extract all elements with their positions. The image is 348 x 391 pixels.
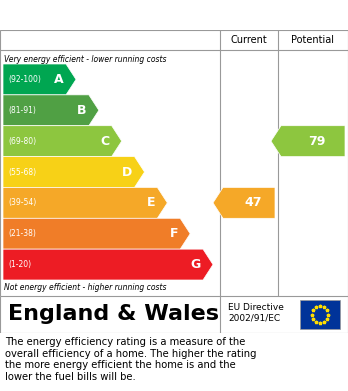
Text: B: B bbox=[77, 104, 87, 117]
Text: 47: 47 bbox=[244, 196, 262, 209]
Text: EU Directive
2002/91/EC: EU Directive 2002/91/EC bbox=[228, 303, 284, 322]
Text: Current: Current bbox=[231, 35, 267, 45]
Text: England & Wales: England & Wales bbox=[8, 305, 219, 325]
Polygon shape bbox=[3, 126, 122, 156]
Polygon shape bbox=[3, 64, 76, 95]
Text: D: D bbox=[122, 165, 133, 179]
Polygon shape bbox=[213, 187, 275, 218]
Text: (92-100): (92-100) bbox=[8, 75, 41, 84]
Text: G: G bbox=[191, 258, 201, 271]
Text: (81-91): (81-91) bbox=[8, 106, 36, 115]
Polygon shape bbox=[3, 156, 144, 187]
Text: Energy Efficiency Rating: Energy Efficiency Rating bbox=[10, 7, 220, 23]
Polygon shape bbox=[3, 249, 213, 280]
Bar bbox=[300, 300, 340, 329]
Text: The energy efficiency rating is a measure of the
overall efficiency of a home. T: The energy efficiency rating is a measur… bbox=[5, 337, 256, 382]
Text: (1-20): (1-20) bbox=[8, 260, 31, 269]
Text: Potential: Potential bbox=[292, 35, 334, 45]
Text: E: E bbox=[147, 196, 155, 209]
Polygon shape bbox=[3, 95, 99, 126]
Text: A: A bbox=[54, 73, 64, 86]
Polygon shape bbox=[3, 218, 190, 249]
Text: (69-80): (69-80) bbox=[8, 136, 36, 145]
Polygon shape bbox=[271, 126, 345, 156]
Text: Not energy efficient - higher running costs: Not energy efficient - higher running co… bbox=[4, 283, 166, 292]
Text: (21-38): (21-38) bbox=[8, 229, 36, 238]
Text: (55-68): (55-68) bbox=[8, 167, 36, 176]
Text: 79: 79 bbox=[308, 135, 326, 148]
Text: F: F bbox=[170, 227, 178, 240]
Text: Very energy efficient - lower running costs: Very energy efficient - lower running co… bbox=[4, 54, 166, 63]
Text: C: C bbox=[101, 135, 110, 148]
Polygon shape bbox=[3, 187, 167, 218]
Text: (39-54): (39-54) bbox=[8, 198, 36, 207]
